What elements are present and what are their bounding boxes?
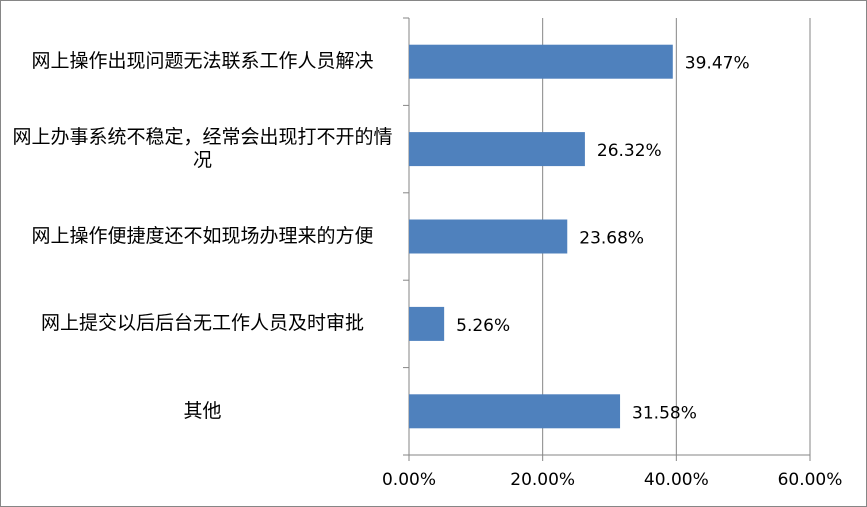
y-tick-label: 其他 [183,399,222,422]
y-tick-label: 网上操作便捷度还不如现场办理来的方便 [31,225,374,247]
value-label: 31.58% [632,403,697,423]
y-tick-label: 网上提交以后后台无工作人员及时审批 [40,312,364,335]
x-tick-label: 0.00% [382,470,436,490]
value-label: 26.32% [597,141,662,161]
value-label: 5.26% [456,316,510,336]
bar [409,132,585,167]
x-tick-label: 40.00% [644,470,709,490]
value-label: 23.68% [579,229,644,249]
y-tick-label: 网上操作出现问题无法联系工作人员解决 [31,50,374,73]
value-label: 39.47% [685,54,750,74]
x-tick-label: 60.00% [778,470,843,490]
x-tick-label: 20.00% [510,470,575,490]
bar [409,306,445,341]
bar [409,219,568,254]
y-tick-label: 网上办事系统不稳定，经常会出现打不开的情况 [12,126,393,172]
bar [409,44,673,79]
bar [409,394,621,429]
